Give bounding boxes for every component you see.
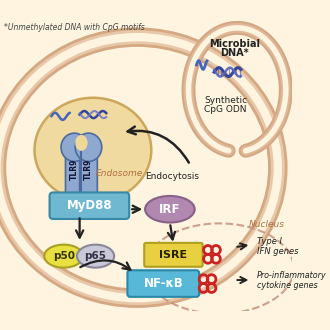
Text: p65: p65: [84, 251, 107, 261]
Ellipse shape: [61, 133, 87, 161]
Text: DNA*: DNA*: [220, 48, 249, 58]
Text: Pro-inflammatory: Pro-inflammatory: [257, 271, 326, 280]
Text: IRF: IRF: [159, 203, 181, 216]
Ellipse shape: [77, 245, 114, 268]
Ellipse shape: [35, 98, 151, 202]
Ellipse shape: [75, 133, 102, 161]
FancyBboxPatch shape: [80, 146, 97, 198]
Text: TLR9: TLR9: [84, 159, 93, 180]
Text: Type I: Type I: [257, 238, 281, 247]
FancyBboxPatch shape: [50, 192, 129, 219]
FancyBboxPatch shape: [65, 146, 83, 198]
Text: IFN genes: IFN genes: [257, 247, 298, 256]
Ellipse shape: [3, 43, 272, 292]
Text: Microbial: Microbial: [209, 39, 260, 49]
Text: ISRE: ISRE: [159, 250, 187, 260]
Text: NF-κB: NF-κB: [143, 277, 183, 290]
Text: Nucleus: Nucleus: [249, 220, 285, 229]
Ellipse shape: [44, 245, 83, 268]
Text: Endocytosis: Endocytosis: [146, 172, 200, 181]
FancyBboxPatch shape: [127, 270, 199, 297]
Ellipse shape: [145, 196, 195, 222]
Text: TLR9: TLR9: [70, 159, 79, 180]
Text: cytokine genes: cytokine genes: [257, 281, 317, 290]
Ellipse shape: [75, 135, 87, 151]
FancyBboxPatch shape: [144, 243, 203, 267]
Text: CpG ODN: CpG ODN: [204, 105, 247, 114]
Text: p50: p50: [53, 251, 75, 261]
Text: Endosome: Endosome: [96, 169, 143, 178]
Text: *Unmethylated DNA with CpG motifs: *Unmethylated DNA with CpG motifs: [4, 23, 144, 32]
Text: Synthetic: Synthetic: [204, 96, 247, 105]
Text: MyD88: MyD88: [67, 199, 112, 212]
